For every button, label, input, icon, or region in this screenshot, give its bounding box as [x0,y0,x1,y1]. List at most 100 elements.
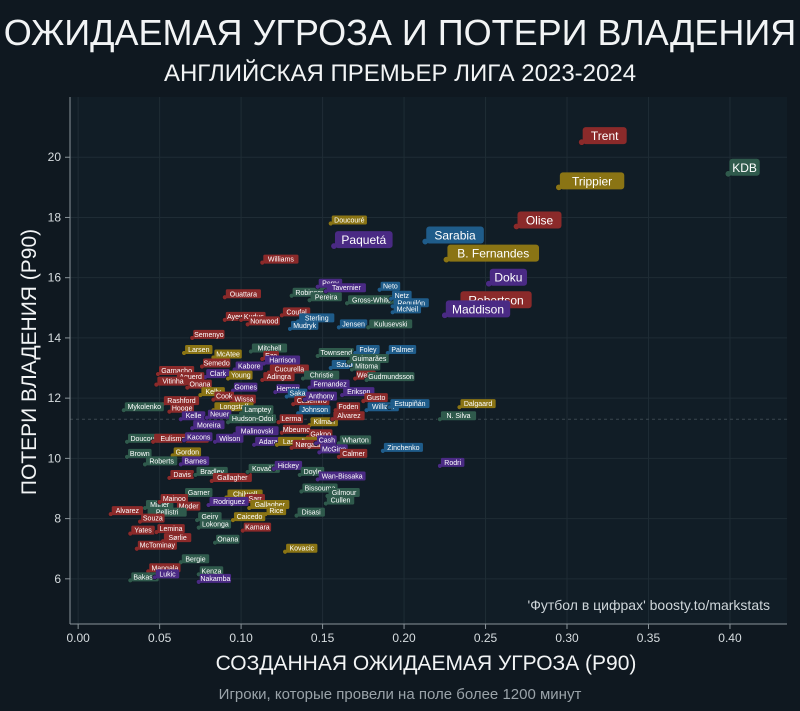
data-point: Roberts [142,456,178,468]
data-point: Paquetá [330,231,393,250]
data-point: Palmer [385,344,417,356]
point-label: Gomes [234,385,257,392]
point-label-bg [517,211,562,229]
point-label: Kovacic [289,546,314,553]
point-label: Vitinha [162,379,183,386]
point-label-bg [364,393,388,403]
point-label-bg [157,524,185,534]
point-label: Townsend [321,350,353,357]
data-point: Caicedo [230,512,266,523]
point-label: Kilman [314,419,336,426]
point-label-bg [297,507,325,517]
point-label: Doyle [304,469,322,476]
data-point: Brown [124,448,152,460]
point-label: Barnes [184,458,207,465]
data-point: McAtee [210,349,242,361]
point-label-bg [185,432,213,442]
data-point: Gomes [230,382,257,394]
y-tick-label: 16 [48,271,62,285]
point-label-bg [181,554,210,564]
data-point: Neuer [204,409,232,421]
point-label: Moreira [197,422,221,429]
point-label: Gakpo [310,431,331,438]
point-label-bg [326,283,366,293]
data-point: Gross-White [344,295,395,306]
point-label-bg [170,469,194,479]
point-label: Lukic [159,571,176,578]
data-point: Fernandez [306,379,350,391]
data-point: Cash [313,435,337,447]
y-axis-label: ПОТЕРИ ВЛАДЕНИЯ (P90) [18,229,41,495]
point-label-bg [279,414,304,424]
point-label-bg [460,399,496,409]
x-tick-label: 0.10 [229,631,253,645]
data-point: Guimarães [345,354,389,365]
point-label: Pereira [315,294,338,301]
point-label: Paquetá [341,233,386,247]
point-label: Trippier [572,174,612,188]
data-point: Tavernier [323,283,366,294]
data-point: Larsen [181,344,213,356]
x-tick-label: 0.35 [637,631,661,645]
point-label-bg [188,379,212,389]
point-label: Mangala [151,565,178,572]
point-label: Onana [190,382,211,389]
point-label-bg [225,289,262,299]
data-point: McTominay [134,540,177,552]
data-point: Onana [184,379,212,391]
data-point: Disasi [293,507,325,519]
point-label-bg [317,435,337,445]
point-label: Lokonga [202,522,229,529]
watermark: 'Футбол в цифрах' boosty.to/markstats [528,597,770,613]
x-tick-label: 0.05 [148,631,172,645]
point-label: Palmer [391,347,414,354]
data-point: Dalgaard [456,399,496,410]
point-label-bg [198,512,222,522]
data-point: Christie [300,370,340,382]
point-label: Lemina [160,526,183,533]
point-label: Casemiro [297,398,327,405]
point-label: Larsen [188,347,210,354]
point-label-bg [426,226,484,244]
data-point: Harrison [261,355,301,367]
point-label: Hickey [278,463,300,470]
point-label: Jensen [342,321,365,328]
point-label-bg [367,372,415,382]
point-label: B. Fernandes [457,247,529,261]
point-label: Cucurella [275,367,305,374]
data-point: Mbeumo [279,424,310,436]
point-label: Calmer [342,451,365,458]
point-label: Adingra [267,374,291,381]
point-label-bg [235,361,263,371]
data-point: Estupiñán [386,399,430,410]
x-tick-label: 0.40 [718,631,742,645]
point-label: Alvarez [337,413,361,420]
point-label: Lerma [281,416,301,423]
point-label: Nørgaard [295,442,325,449]
point-label: Cullen [331,498,351,505]
data-point: Neto [376,281,401,293]
point-label: Foley [359,347,377,354]
point-label-bg [290,320,319,330]
data-point: Williams [259,254,299,266]
point-label: Sterling [305,315,329,322]
y-tick-label: 18 [48,210,62,224]
point-label: McTominay [140,543,176,550]
point-label-bg [251,343,288,353]
point-label: Reguilón [397,300,425,307]
data-point: Mitchell [248,343,288,355]
data-point: Lokonga [196,519,232,531]
data-point: Lamptey [238,405,274,416]
point-label-bg [269,364,309,374]
y-tick-label: 20 [48,150,62,164]
data-point: Gusto [360,393,388,404]
point-label: Mbeumo [283,427,310,434]
point-label: Clark [210,371,227,378]
point-label-bg [266,506,287,516]
point-label-bg [305,391,337,401]
data-point: Vitinha [153,376,189,388]
point-label: Trent [591,129,619,143]
point-label: Gross-White [352,297,391,304]
point-label-bg [216,534,240,544]
data-point: Gordon [169,447,202,459]
